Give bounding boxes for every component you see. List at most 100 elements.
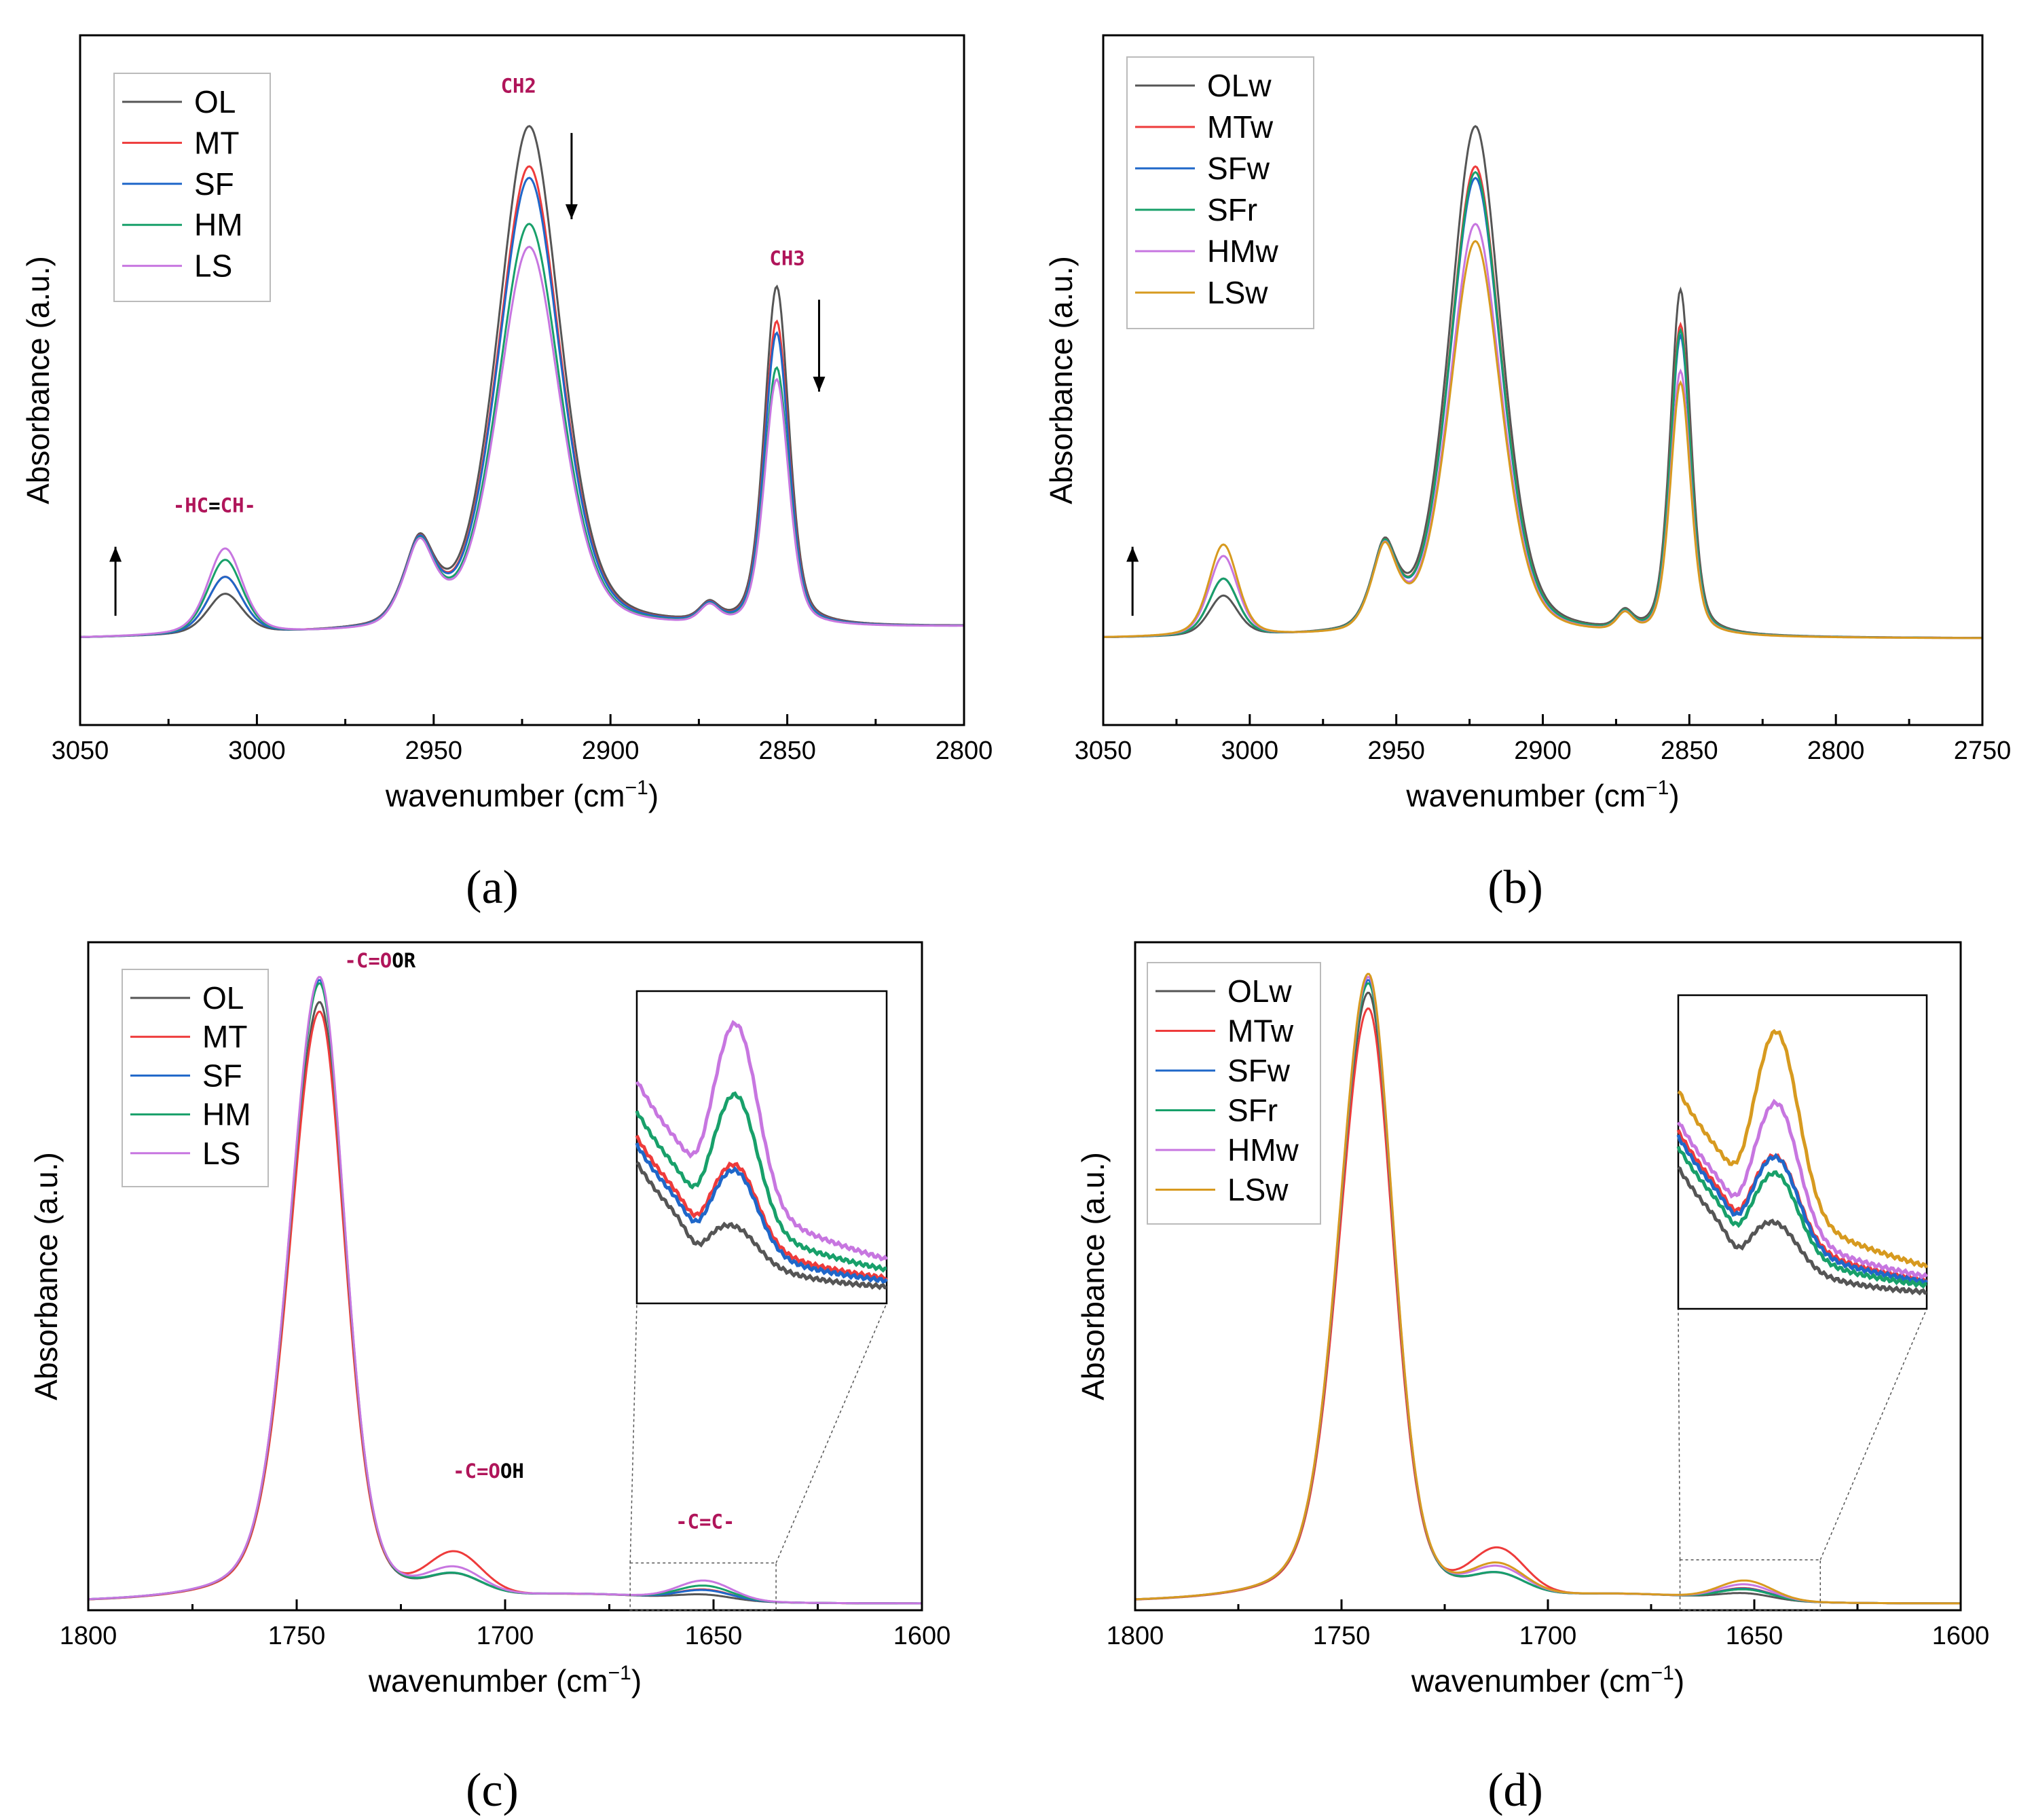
x-axis-label-main: wavenumber (cm [368,1663,608,1698]
inset-series-SF [635,1143,888,1284]
legend-entry-LS: LS [194,248,232,284]
legend-entry-MT: MT [202,1019,247,1054]
x-axis-label-tail: ) [631,1663,642,1698]
x-tick-label: 3000 [228,737,286,765]
inset-series-LS [635,1020,889,1262]
annotation-part: -C=C- [676,1510,735,1533]
x-axis-label-sup: −1 [625,777,648,799]
x-axis: 1800 1750 1700 1650 1600 [1107,1599,1989,1650]
x-axis-label-sup: −1 [1651,1662,1674,1684]
zoom-connector [1819,1308,1927,1561]
x-tick-label: 1750 [1313,1622,1371,1650]
annotation-part: CH- [221,494,256,517]
x-axis-label-sup: −1 [1646,777,1669,799]
chart-panel-c: 1800 1750 1700 1650 1600 wavenumber (cm−1) Abs… [29,941,950,1817]
x-tick-label: 1700 [477,1622,534,1650]
series-line-SF [80,177,964,638]
x-axis: 3050 3000 2950 2900 2850 2800 [52,714,993,765]
y-axis-label: Absorbance (a.u.) [1043,256,1079,504]
x-axis-label-main: wavenumber (cm [385,778,625,813]
x-tick-label: 2750 [1954,737,2012,765]
annotation-arrow [565,132,578,219]
legend-entry-HM: HM [202,1097,251,1132]
annotation-part: -C=O [453,1460,500,1483]
legend-entry-SFr: SFr [1227,1093,1278,1128]
legend: OLw MTw SFw SFr HMw LSw [1147,962,1321,1225]
annotation-ester: -C=OOR [344,949,415,972]
legend-entry-MTw: MTw [1207,109,1274,145]
inset-series-SFr [1676,1146,1927,1289]
zoom-connector [1678,1308,1681,1560]
panel-label: (d) [1487,1764,1543,1817]
x-axis-label-tail: ) [648,778,659,813]
arrow-head [565,204,578,219]
annotation-part: -C=O [344,949,392,972]
annotation-part: OR [392,949,415,972]
legend-entry-OL: OL [202,980,244,1016]
legend-entry-LSw: LSw [1207,275,1268,310]
legend-entry-MTw: MTw [1227,1014,1294,1049]
x-tick-label: 2800 [936,737,993,765]
x-axis-label-main: wavenumber (cm [1405,778,1646,813]
chart-panel-d: 1800 1750 1700 1650 1600 wavenumber (cm−1) Abs… [1075,941,1989,1817]
legend-box [113,73,271,302]
legend-entry-HMw: HMw [1207,234,1279,269]
x-tick-label: 3000 [1221,737,1279,765]
series-line-LS [80,246,964,638]
panel-label: (c) [466,1764,519,1817]
x-axis: 3050 3000 2950 2900 2850 2800 2750 [1075,714,2012,765]
panel-label: (a) [466,861,519,914]
x-tick-label: 3050 [52,737,109,765]
inset-series-MT [635,1134,888,1282]
y-axis-label: Absorbance (a.u.) [29,1152,64,1400]
x-axis: 1800 1750 1700 1650 1600 [60,1599,950,1650]
inset-series-SFw [1676,1134,1928,1285]
legend-entry-HMw: HMw [1227,1132,1299,1168]
legend-entry-SFw: SFw [1207,151,1270,186]
panel-label: (b) [1487,861,1543,914]
x-axis-label-main: wavenumber (cm [1411,1663,1651,1698]
x-axis-label: wavenumber (cm−1) [385,777,659,813]
x-axis-label-tail: ) [1669,778,1679,813]
inset-series-HMw [1676,1098,1928,1280]
arrow-head [813,376,826,392]
x-tick-label: 2950 [1367,737,1425,765]
legend-entry-HM: HM [194,207,243,242]
legend: OLw MTw SFw SFr HMw LSw [1126,56,1314,329]
annotation-part: = [208,494,220,517]
zoom-connector [775,1303,887,1563]
zoom-inset [629,990,889,1611]
y-axis-label: Absorbance (a.u.) [20,256,56,504]
annotation-part: CH2 [501,75,536,98]
series-group [1135,973,1961,1605]
inset-series-LSw [1677,1028,1929,1269]
annotation-alkene: -C=C- [676,1510,735,1533]
annotation-ch3: CH3 [769,247,805,270]
series-line-LSw [1103,240,1982,639]
x-tick-label: 2800 [1807,737,1865,765]
annotation-acid: -C=OOH [453,1460,524,1483]
x-tick-label: 2950 [405,737,463,765]
zoom-connector [629,1303,637,1563]
legend-box [1126,56,1314,329]
series-group [1103,125,1982,639]
legend-box [122,969,269,1187]
x-tick-label: 1800 [1107,1622,1164,1650]
annotation-part: CH3 [769,247,805,270]
inset-frame [1677,994,1928,1310]
legend-entry-SFr: SFr [1207,192,1257,227]
zoom-region-box [1679,1559,1822,1611]
x-tick-label: 2900 [582,737,640,765]
annotation-ch2: CH2 [501,75,536,98]
legend-entry-OLw: OLw [1227,973,1292,1009]
x-axis-label: wavenumber (cm−1) [1411,1662,1684,1698]
annotation-arrow [813,299,826,392]
x-tick-label: 1650 [1726,1622,1783,1650]
series-line-LS [88,976,922,1605]
zoom-inset [1676,994,1929,1611]
x-tick-label: 1750 [268,1622,326,1650]
legend: OL MT SF HM LS [113,73,271,302]
x-tick-label: 2850 [1661,737,1718,765]
legend-entry-SFw: SFw [1227,1053,1291,1088]
